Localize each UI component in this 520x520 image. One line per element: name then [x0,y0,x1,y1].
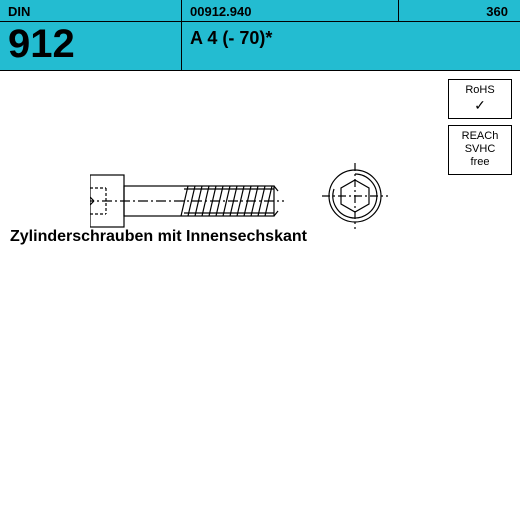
diagram-area: RoHS ✓ REACh SVHC free [0,71,520,251]
product-description: Zylinderschrauben mit Innensechskant [10,228,307,246]
header-row-2: 912 A 4 (- 70)* [0,22,520,71]
page-number: 360 [399,0,520,21]
screw-side-view [90,166,290,236]
reach-line1: REACh [451,130,509,143]
check-icon: ✓ [451,97,509,114]
header-row-1: DIN 00912.940 360 [0,0,520,22]
rohs-badge: RoHS ✓ [448,79,512,119]
rohs-label: RoHS [451,84,509,97]
material-spec: A 4 (- 70)* [182,22,520,70]
screw-front-view [320,161,390,231]
reach-line2: SVHC [451,143,509,156]
compliance-badges: RoHS ✓ REACh SVHC free [448,79,512,181]
standard-number: 912 [0,22,182,70]
reach-line3: free [451,156,509,169]
standard-label: DIN [0,0,182,21]
reach-badge: REACh SVHC free [448,125,512,175]
product-code: 00912.940 [182,0,399,21]
